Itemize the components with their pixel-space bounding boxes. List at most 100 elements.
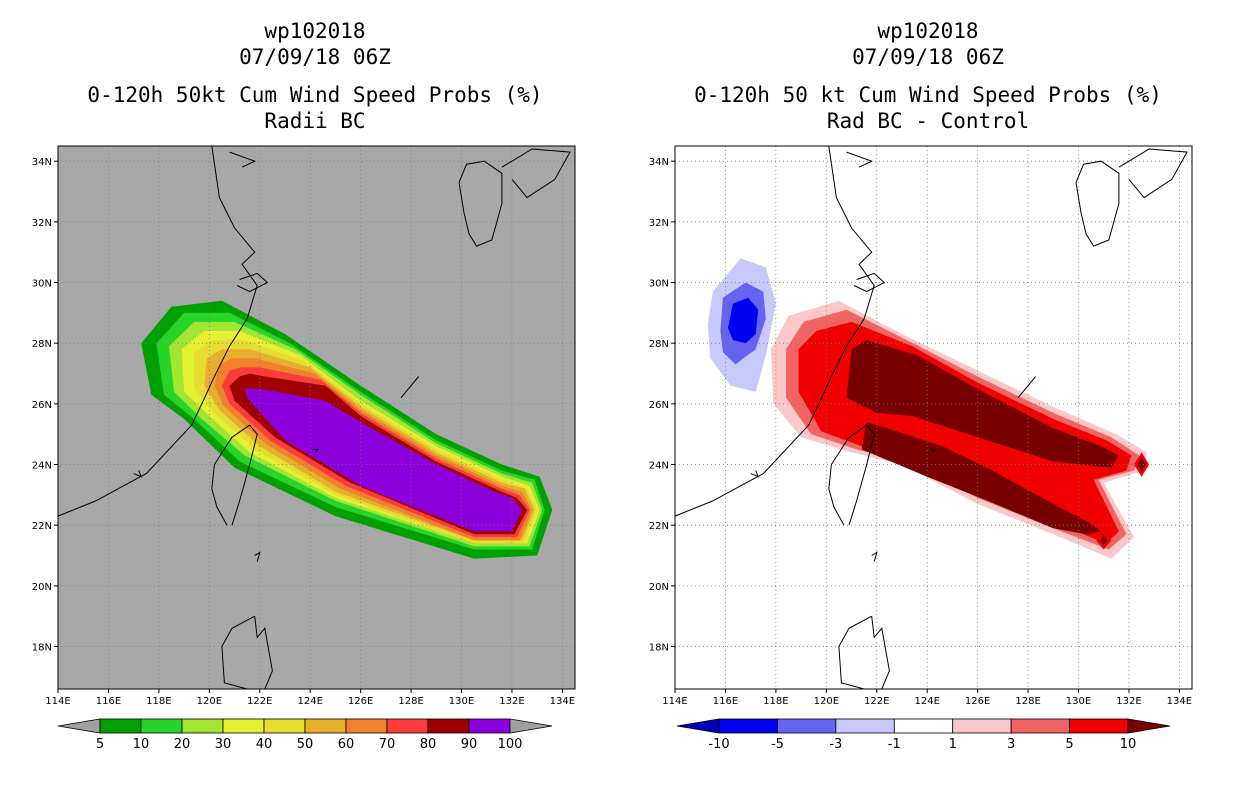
right-y-tick-label: 24N xyxy=(649,461,669,472)
right-colorbar-swatch xyxy=(718,718,778,734)
right-contour-10-6 xyxy=(1137,456,1146,473)
right-y-tick-label: 34N xyxy=(649,157,669,168)
right-title-line-1: wp102018 xyxy=(877,19,979,43)
right-colorbar-swatch xyxy=(952,718,1012,734)
right-x-tick-label: 130E xyxy=(1066,696,1091,707)
left-x-tick-label: 122E xyxy=(247,696,272,707)
left-coastline xyxy=(312,448,319,453)
right-coastline xyxy=(1118,148,1188,199)
left-y-tick-label: 20N xyxy=(32,582,52,593)
left-colorbar-label: 80 xyxy=(420,737,437,752)
left-colorbar-label: 50 xyxy=(297,737,314,752)
right-title-line-2: 07/09/18 06Z xyxy=(852,45,1004,69)
left-x-tick-label: 132E xyxy=(499,696,524,707)
right-colorbar-swatch xyxy=(893,718,954,734)
left-plot-frame xyxy=(57,145,576,690)
left-y-tick-label: 28N xyxy=(32,339,52,350)
left-x-tick-label: 126E xyxy=(348,696,373,707)
right-colorbar-swatch xyxy=(1069,718,1129,734)
left-colorbar: 5 10 20 30 40 50 60 70 80 90 100 xyxy=(57,718,553,752)
right-colorbar-label: 5 xyxy=(1065,737,1073,752)
left-colorbar-label: 40 xyxy=(256,737,273,752)
left-colorbar-swatch xyxy=(222,718,265,734)
right-title-line-3: 0-120h 50 kt Cum Wind Speed Probs (%) xyxy=(694,83,1162,107)
left-x-tick-label: 130E xyxy=(449,696,474,707)
left-y-tick-label: 34N xyxy=(32,157,52,168)
left-colorbar-swatch xyxy=(386,718,429,734)
right-x-tick-label: 120E xyxy=(814,696,839,707)
left-plot-content xyxy=(58,146,575,689)
right-colorbar-left-arrow xyxy=(676,718,720,734)
left-y-tick-label: 18N xyxy=(32,643,52,654)
left-colorbar-swatch xyxy=(140,718,183,734)
left-coastline xyxy=(254,551,261,562)
right-contour-10-3 xyxy=(846,340,1119,468)
left-coastline xyxy=(221,615,273,689)
right-x-tick-label: 114E xyxy=(662,696,687,707)
left-colorbar-swatch xyxy=(181,718,224,734)
left-plot-panel: 114E 116E 118E 120E 122E 124E 126E 128E 130E 132E… xyxy=(32,145,576,707)
right-contour-10-4 xyxy=(861,422,1102,535)
right-colorbar-label: -1 xyxy=(888,737,901,752)
left-colorbar-swatch xyxy=(99,718,142,734)
left-coastline xyxy=(211,424,258,526)
left-y-tick-label: 32N xyxy=(32,218,52,229)
left-y-tick-label: 30N xyxy=(32,279,52,290)
left-x-tick-label: 116E xyxy=(96,696,121,707)
right-colorbar: -10 -5 -3 -1 1 3 5 10 xyxy=(676,718,1171,752)
left-x-tick-label: 134E xyxy=(550,696,575,707)
right-colorbar-swatch xyxy=(777,718,837,734)
left-colorbar-label: 70 xyxy=(379,737,396,752)
right-colorbar-label: -5 xyxy=(771,737,784,752)
right-plot-panel: 114E 116E 118E 120E 122E 124E 126E 128E 130E 132E… xyxy=(649,145,1193,707)
left-coastline xyxy=(58,146,258,517)
left-colorbar-label: 100 xyxy=(498,737,523,752)
right-coastline xyxy=(838,615,890,689)
right-x-tick-label: 116E xyxy=(713,696,738,707)
right-coastline xyxy=(929,448,936,453)
right-y-tick-label: 26N xyxy=(649,400,669,411)
left-y-tick-label: 24N xyxy=(32,461,52,472)
right-y-tick-label: 22N xyxy=(649,521,669,532)
left-title-line-1: wp102018 xyxy=(264,19,366,43)
right-y-tick-label: 30N xyxy=(649,279,669,290)
right-title-line-4: Rad BC - Control xyxy=(826,109,1030,133)
left-contour-90 xyxy=(244,388,522,532)
left-x-tick-label: 114E xyxy=(45,696,70,707)
right-contour-10-8 xyxy=(1099,535,1108,545)
left-colorbar-swatch xyxy=(427,718,470,734)
right-coastline xyxy=(853,272,886,293)
right-coastline xyxy=(750,470,760,478)
right-y-tick-label: 18N xyxy=(649,643,669,654)
right-colorbar-swatch xyxy=(1010,718,1070,734)
right-plot-frame xyxy=(674,145,1193,690)
right-contour--5-11 xyxy=(728,297,759,344)
right-y-tick-label: 20N xyxy=(649,582,669,593)
left-coastline xyxy=(229,151,256,168)
left-coastline xyxy=(400,376,419,399)
left-x-tick-label: 120E xyxy=(197,696,222,707)
right-colorbar-label: -3 xyxy=(829,737,842,752)
right-x-tick-label: 118E xyxy=(763,696,788,707)
left-coastline xyxy=(236,272,269,293)
left-title-line-3: 0-120h 50kt Cum Wind Speed Probs (%) xyxy=(87,83,543,107)
right-colorbar-label: 10 xyxy=(1120,737,1137,752)
right-colorbar-swatch xyxy=(835,718,895,734)
left-y-tick-label: 26N xyxy=(32,400,52,411)
right-x-tick-label: 134E xyxy=(1167,696,1192,707)
right-coastline xyxy=(828,424,875,526)
left-colorbar-right-arrow xyxy=(509,718,553,734)
right-x-tick-label: 126E xyxy=(965,696,990,707)
right-coastline xyxy=(675,146,875,517)
left-colorbar-label: 5 xyxy=(96,737,104,752)
left-coastline xyxy=(501,148,571,199)
left-colorbar-label: 60 xyxy=(338,737,355,752)
right-x-tick-label: 122E xyxy=(864,696,889,707)
left-title-line-2: 07/09/18 06Z xyxy=(239,45,391,69)
left-colorbar-label: 10 xyxy=(133,737,150,752)
right-x-tick-label: 128E xyxy=(1015,696,1040,707)
right-coastline xyxy=(1017,376,1036,399)
right-y-tick-label: 28N xyxy=(649,339,669,350)
right-colorbar-right-arrow xyxy=(1127,718,1171,734)
